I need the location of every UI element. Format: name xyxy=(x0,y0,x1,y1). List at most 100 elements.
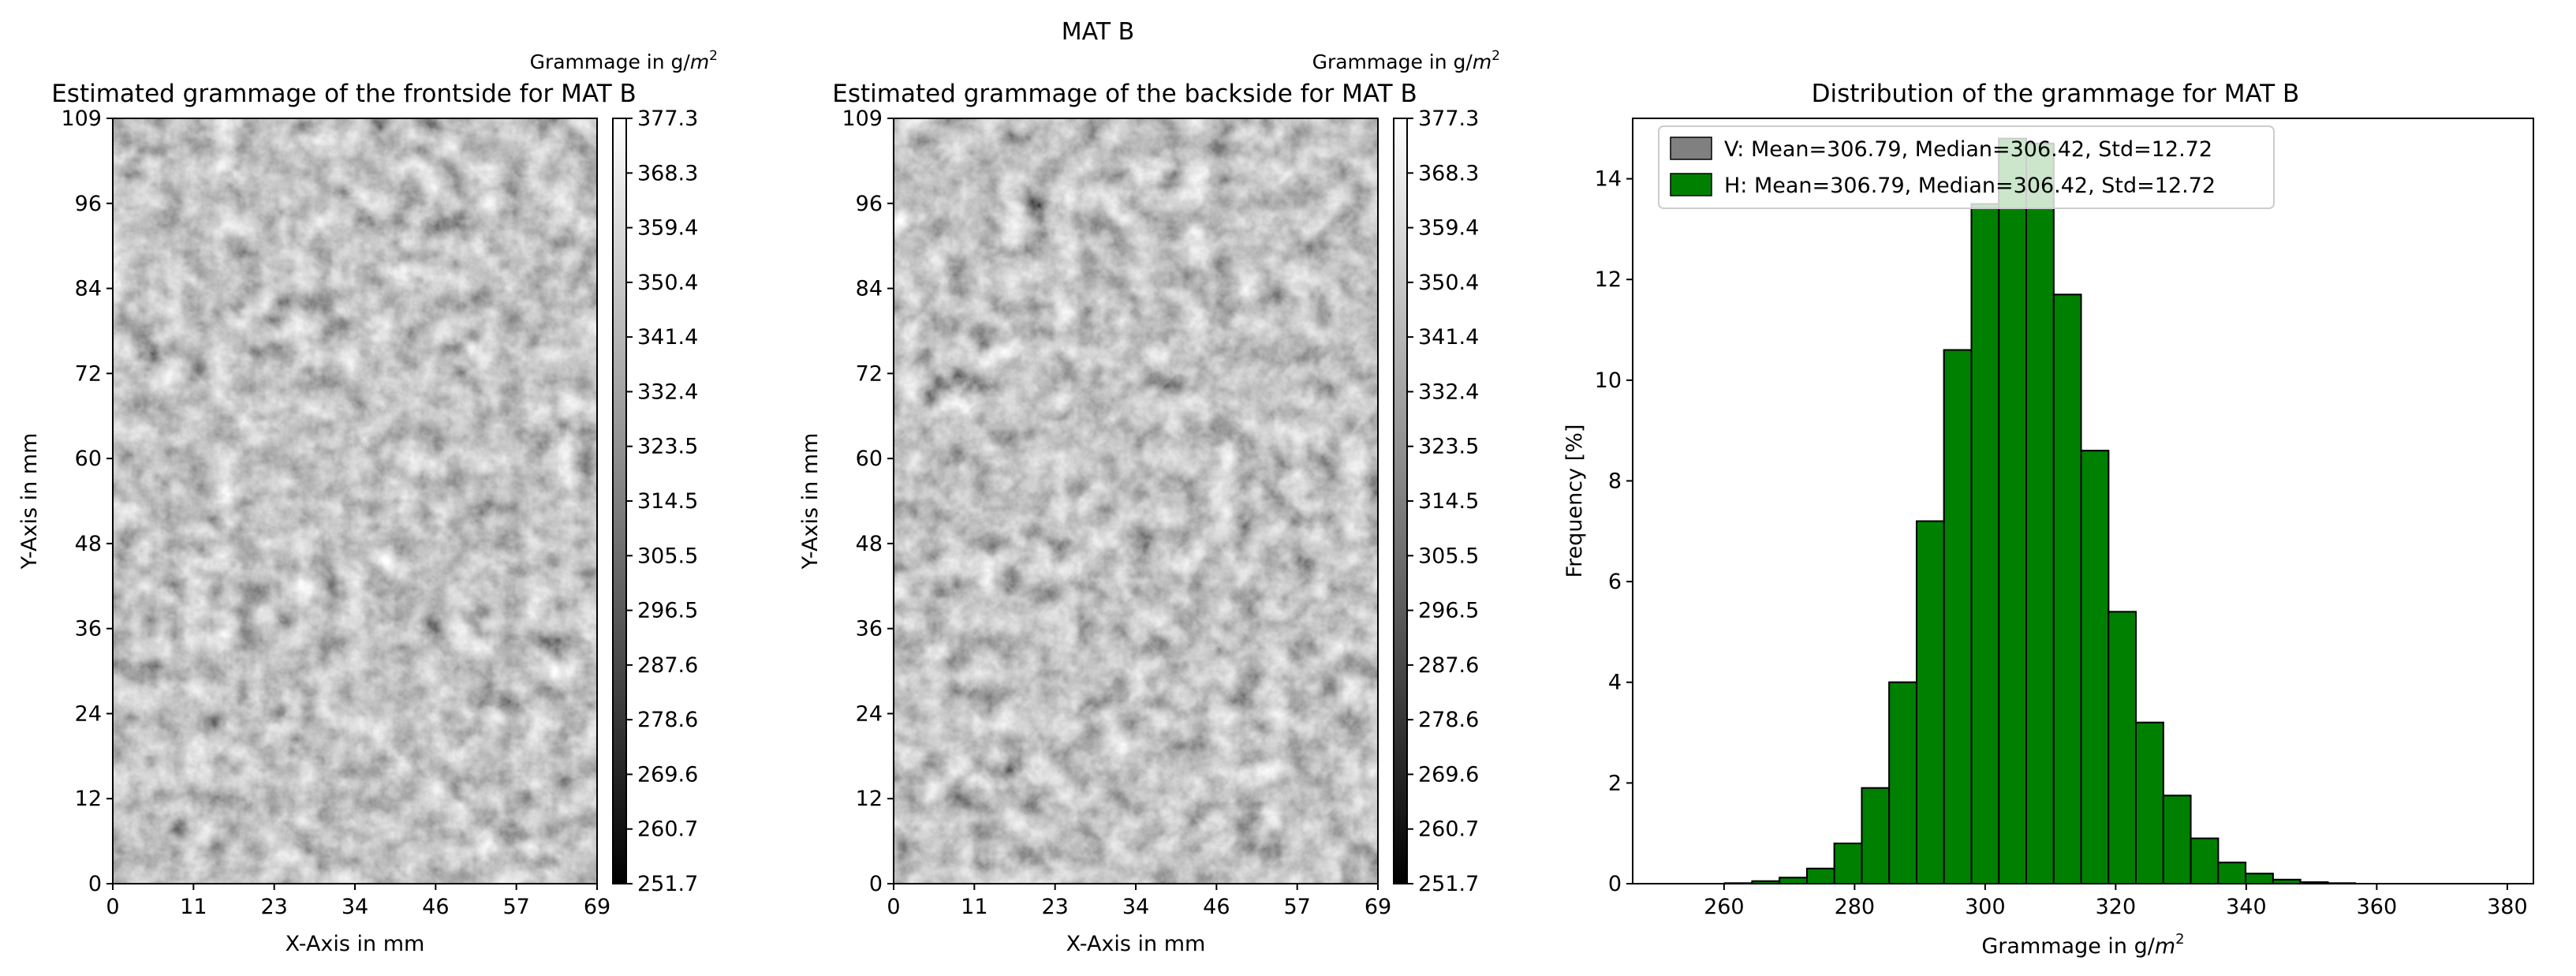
colorbar-back-tick-label: 269.6 xyxy=(1418,762,1479,787)
colorbar-front-tick-label: 359.4 xyxy=(637,216,698,241)
histogram-bar-h xyxy=(2080,450,2110,884)
colorbar-front-tick-label: 278.6 xyxy=(637,708,698,732)
histogram-bar-h xyxy=(1888,681,1917,884)
colorbar-front-tick-label: 368.3 xyxy=(637,161,698,185)
heatmap-back-ytick-label: 72 xyxy=(856,361,883,386)
heatmap-front-xticks: 0 11 23 34 46 57 69 xyxy=(106,884,610,919)
colorbar-back-tick-label: 251.7 xyxy=(1418,872,1479,896)
legend-swatch-h xyxy=(1670,173,1712,196)
colorbar-back-tick-label: 314.5 xyxy=(1418,489,1479,514)
colorbar-front-tick-label: 251.7 xyxy=(637,872,698,896)
histogram-xtick-label: 300 xyxy=(1965,895,2006,919)
histogram-bar-h xyxy=(1998,137,2028,885)
colorbar-front-tick-label: 341.4 xyxy=(637,325,698,350)
histogram-bar-h xyxy=(2190,837,2219,885)
heatmap-front-ytick-label: 36 xyxy=(75,617,102,641)
histogram-ylabel: Frequency [%] xyxy=(1562,424,1587,578)
legend-box xyxy=(1658,125,2275,209)
heatmap-back-xtick-label: 0 xyxy=(887,895,900,919)
legend-label-h: H: Mean=306.79, Median=306.42, Std=12.72 xyxy=(1724,174,2216,198)
histogram-ytick-label: 0 xyxy=(1608,872,1622,896)
histogram-ytick-label: 10 xyxy=(1595,368,1622,393)
heatmap-back-xtick-label: 11 xyxy=(961,895,987,919)
colorbar-front-tick-label: 377.3 xyxy=(637,107,698,131)
heatmap-front-ytick-label: 48 xyxy=(75,532,102,556)
heatmap-front-xtick-label: 23 xyxy=(260,895,287,919)
heatmap-front-panel: Estimated grammage of the frontside for … xyxy=(17,48,718,956)
colorbar-front-label: Grammage in g/m2 xyxy=(530,48,718,73)
heatmap-front-ytick-label: 84 xyxy=(75,277,102,301)
histogram-xtick-label: 280 xyxy=(1835,895,1876,919)
figure-suptitle: MAT B xyxy=(1062,18,1135,46)
heatmap-back-xlabel: X-Axis in mm xyxy=(1066,932,1206,956)
histogram-bar-h xyxy=(1943,349,1973,885)
heatmap-back-ytick-label: 0 xyxy=(869,872,883,896)
heatmap-back-image xyxy=(894,118,1378,884)
histogram-bar-h xyxy=(2052,294,2082,884)
histogram-legend: V: Mean=306.79, Median=306.42, Std=12.72… xyxy=(1658,125,2275,209)
heatmap-back-xtick-label: 57 xyxy=(1283,895,1310,919)
heatmap-front-yticks: 0 12 24 36 48 60 72 84 96 109 xyxy=(61,107,113,896)
histogram-xtick-label: 260 xyxy=(1704,895,1745,919)
colorbar-front-tick-label: 296.5 xyxy=(637,599,698,623)
histogram-xtick-label: 380 xyxy=(2487,895,2528,919)
heatmap-back-ytick-label: 60 xyxy=(856,447,883,471)
histogram-yticks: 0 2 4 6 8 10 12 14 xyxy=(1595,167,1633,896)
heatmap-back-xtick-label: 69 xyxy=(1365,895,1391,919)
heatmap-front-title: Estimated grammage of the frontside for … xyxy=(51,80,637,108)
histogram-bar-h xyxy=(1779,877,1808,885)
histogram-bar-h xyxy=(2245,873,2274,884)
colorbar-back-tick-label: 260.7 xyxy=(1418,817,1479,842)
colorbar-back-tick-label: 377.3 xyxy=(1418,107,1479,131)
colorbar-front-tick-label: 314.5 xyxy=(637,489,698,514)
histogram-bar-h xyxy=(1861,787,1891,884)
histogram-bar-h xyxy=(1805,867,1835,884)
colorbar-front-tick-label: 332.4 xyxy=(637,380,698,404)
heatmap-back-ytick-label: 24 xyxy=(856,701,883,726)
histogram-ytick-label: 8 xyxy=(1608,469,1622,493)
colorbar-front-ticks: 251.7 260.7 269.6 278.6 287.6 296.5 305.5 314.5… xyxy=(626,107,698,896)
colorbar-back-ticks: 251.7 260.7 269.6 278.6 287.6 296.5 305.5 314.5… xyxy=(1407,107,1479,896)
colorbar-back-tick-label: 332.4 xyxy=(1418,380,1479,404)
histogram-bar-h xyxy=(2217,862,2247,885)
colorbar-front-tick-label: 350.4 xyxy=(637,271,698,295)
heatmap-front-ytick-label: 60 xyxy=(75,447,102,471)
colorbar-front xyxy=(612,118,627,884)
heatmap-back-panel: Estimated grammage of the backside for M… xyxy=(798,48,1500,956)
colorbar-back-label: Grammage in g/m2 xyxy=(1312,48,1500,73)
heatmap-front-ytick-label: 72 xyxy=(75,361,102,386)
heatmap-back-ytick-label: 109 xyxy=(842,107,883,131)
heatmap-back-ytick-label: 48 xyxy=(856,532,883,556)
heatmap-back-xticks: 0 11 23 34 46 57 69 xyxy=(887,884,1391,919)
histogram-ytick-label: 14 xyxy=(1595,167,1622,192)
heatmap-front-ytick-label: 12 xyxy=(75,787,102,811)
histogram-frame xyxy=(1632,118,2534,884)
histogram-bar-h xyxy=(1970,203,2000,885)
colorbar-back-tick-label: 323.5 xyxy=(1418,435,1479,459)
heatmap-front-xtick-label: 69 xyxy=(584,895,610,919)
histogram-bar-h xyxy=(2107,611,2137,884)
colorbar-front-tick-label: 287.6 xyxy=(637,653,698,678)
colorbar-back xyxy=(1393,118,1408,884)
heatmap-back-yticks: 0 12 24 36 48 60 72 84 96 109 xyxy=(842,107,894,896)
heatmap-front-ytick-label: 96 xyxy=(75,192,102,216)
histogram-ytick-label: 4 xyxy=(1608,671,1622,695)
histogram-ytick-label: 12 xyxy=(1595,267,1622,292)
histogram-bar-h xyxy=(1833,842,1863,885)
histogram-xtick-label: 360 xyxy=(2357,895,2398,919)
colorbar-back-tick-label: 359.4 xyxy=(1418,216,1479,241)
colorbar-back-tick-label: 278.6 xyxy=(1418,708,1479,732)
heatmap-back-xtick-label: 46 xyxy=(1203,895,1230,919)
heatmap-front-xtick-label: 34 xyxy=(342,895,368,919)
histogram-panel: Distribution of the grammage for MAT B 2… xyxy=(1562,80,2534,959)
heatmap-front-xtick-label: 46 xyxy=(422,895,449,919)
heatmap-front-ytick-label: 109 xyxy=(61,107,102,131)
heatmap-back-ytick-label: 12 xyxy=(856,787,883,811)
legend-swatch-v xyxy=(1670,136,1712,160)
heatmap-front-xlabel: X-Axis in mm xyxy=(286,932,425,956)
heatmap-back-ytick-label: 84 xyxy=(856,277,883,301)
heatmap-back-xtick-label: 23 xyxy=(1041,895,1068,919)
histogram-xticks: 260 280 300 320 340 360 380 xyxy=(1704,884,2528,919)
heatmap-front-image xyxy=(113,118,597,884)
